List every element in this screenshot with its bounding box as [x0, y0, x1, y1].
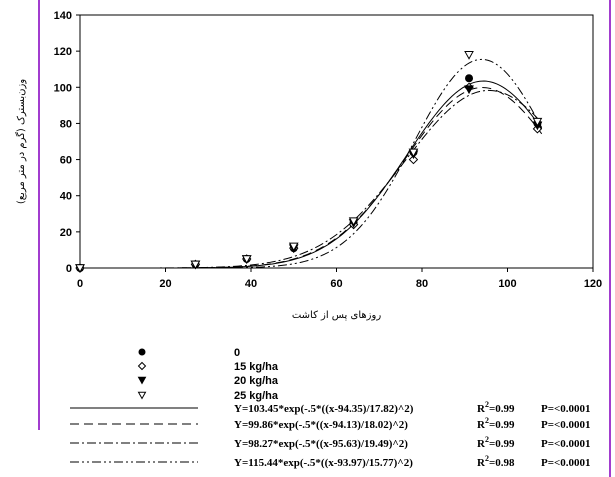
- legend-label-2: 15 kg/ha: [234, 361, 279, 373]
- fit-r-squared-4: R2=0.98: [477, 454, 515, 469]
- data-point-series-3: [464, 85, 474, 95]
- y-tick-label: 20: [60, 227, 72, 239]
- y-tick-label: 140: [54, 10, 72, 22]
- fit-p-value-2: P=<0.0001: [541, 419, 591, 431]
- legend-marker-3: [137, 376, 147, 385]
- plot-area-frame: [79, 14, 594, 269]
- data-point-series-4: [190, 260, 201, 270]
- data-point-series-4: [241, 255, 252, 264]
- data-point-series-4: [408, 148, 419, 158]
- data-point-series-4: [464, 51, 474, 60]
- legend-marker-1: [138, 348, 146, 356]
- y-tick-label: 80: [60, 118, 72, 130]
- fit-p-value-1: P=<0.0001: [541, 403, 591, 415]
- y-tick-label: 120: [54, 46, 72, 58]
- x-tick-label: 60: [330, 278, 342, 290]
- data-point-series-4: [532, 117, 543, 127]
- legend-label-4: 25 kg/ha: [234, 390, 279, 402]
- legend-label-1: 0: [234, 347, 240, 359]
- fit-p-value-3: P=<0.0001: [541, 438, 591, 450]
- frame-border-right: [609, 0, 611, 477]
- fit-p-value-4: P=<0.0001: [541, 457, 591, 469]
- data-point-series-1: [465, 74, 474, 83]
- fit-equation-3: Y=98.27*exp(-.5*((x-95.63)/19.49)^2): [234, 438, 408, 450]
- fit-r-squared-2: R2=0.99: [477, 416, 515, 431]
- data-point-series-2: [408, 154, 419, 165]
- x-tick-label: 80: [416, 278, 428, 290]
- x-tick-label: 40: [245, 278, 257, 290]
- legend-label-3: 20 kg/ha: [234, 375, 279, 387]
- data-point-series-4: [348, 217, 359, 227]
- data-point-series-4: [75, 264, 85, 274]
- fit-equation-1: Y=103.45*exp(-.5*((x-94.35)/17.82)^2): [234, 403, 414, 415]
- y-tick-label: 100: [54, 82, 72, 94]
- fit-equation-2: Y=99.86*exp(-.5*((x-94.13)/18.02)^2): [234, 419, 408, 431]
- fit-equation-4: Y=115.44*exp(-.5*((x-93.97)/15.77)^2): [234, 457, 413, 469]
- x-tick-label: 120: [584, 278, 602, 290]
- x-tick-label: 0: [77, 278, 83, 290]
- y-tick-label: 0: [66, 263, 72, 275]
- x-tick-label: 20: [159, 278, 171, 290]
- y-tick-label: 40: [60, 191, 72, 203]
- legend-marker-4: [137, 391, 147, 400]
- fit-curve-2: [80, 87, 543, 269]
- x-tick-label: 100: [498, 278, 516, 290]
- frame-border-left: [38, 0, 40, 430]
- y-tick-label: 60: [60, 155, 72, 167]
- fit-r-squared-1: R2=0.99: [477, 400, 515, 415]
- data-point-series-4: [288, 242, 299, 252]
- legend-marker-2: [137, 361, 147, 371]
- x-axis-title: روزهای پس از کاشت: [292, 310, 381, 321]
- fit-curve-1: [80, 80, 543, 269]
- y-axis-title: وزن‌بسترک (گرم در متر مربع): [15, 79, 27, 205]
- fit-curve-4: [80, 58, 543, 269]
- fit-curve-3: [80, 89, 543, 269]
- fit-r-squared-3: R2=0.99: [477, 435, 515, 450]
